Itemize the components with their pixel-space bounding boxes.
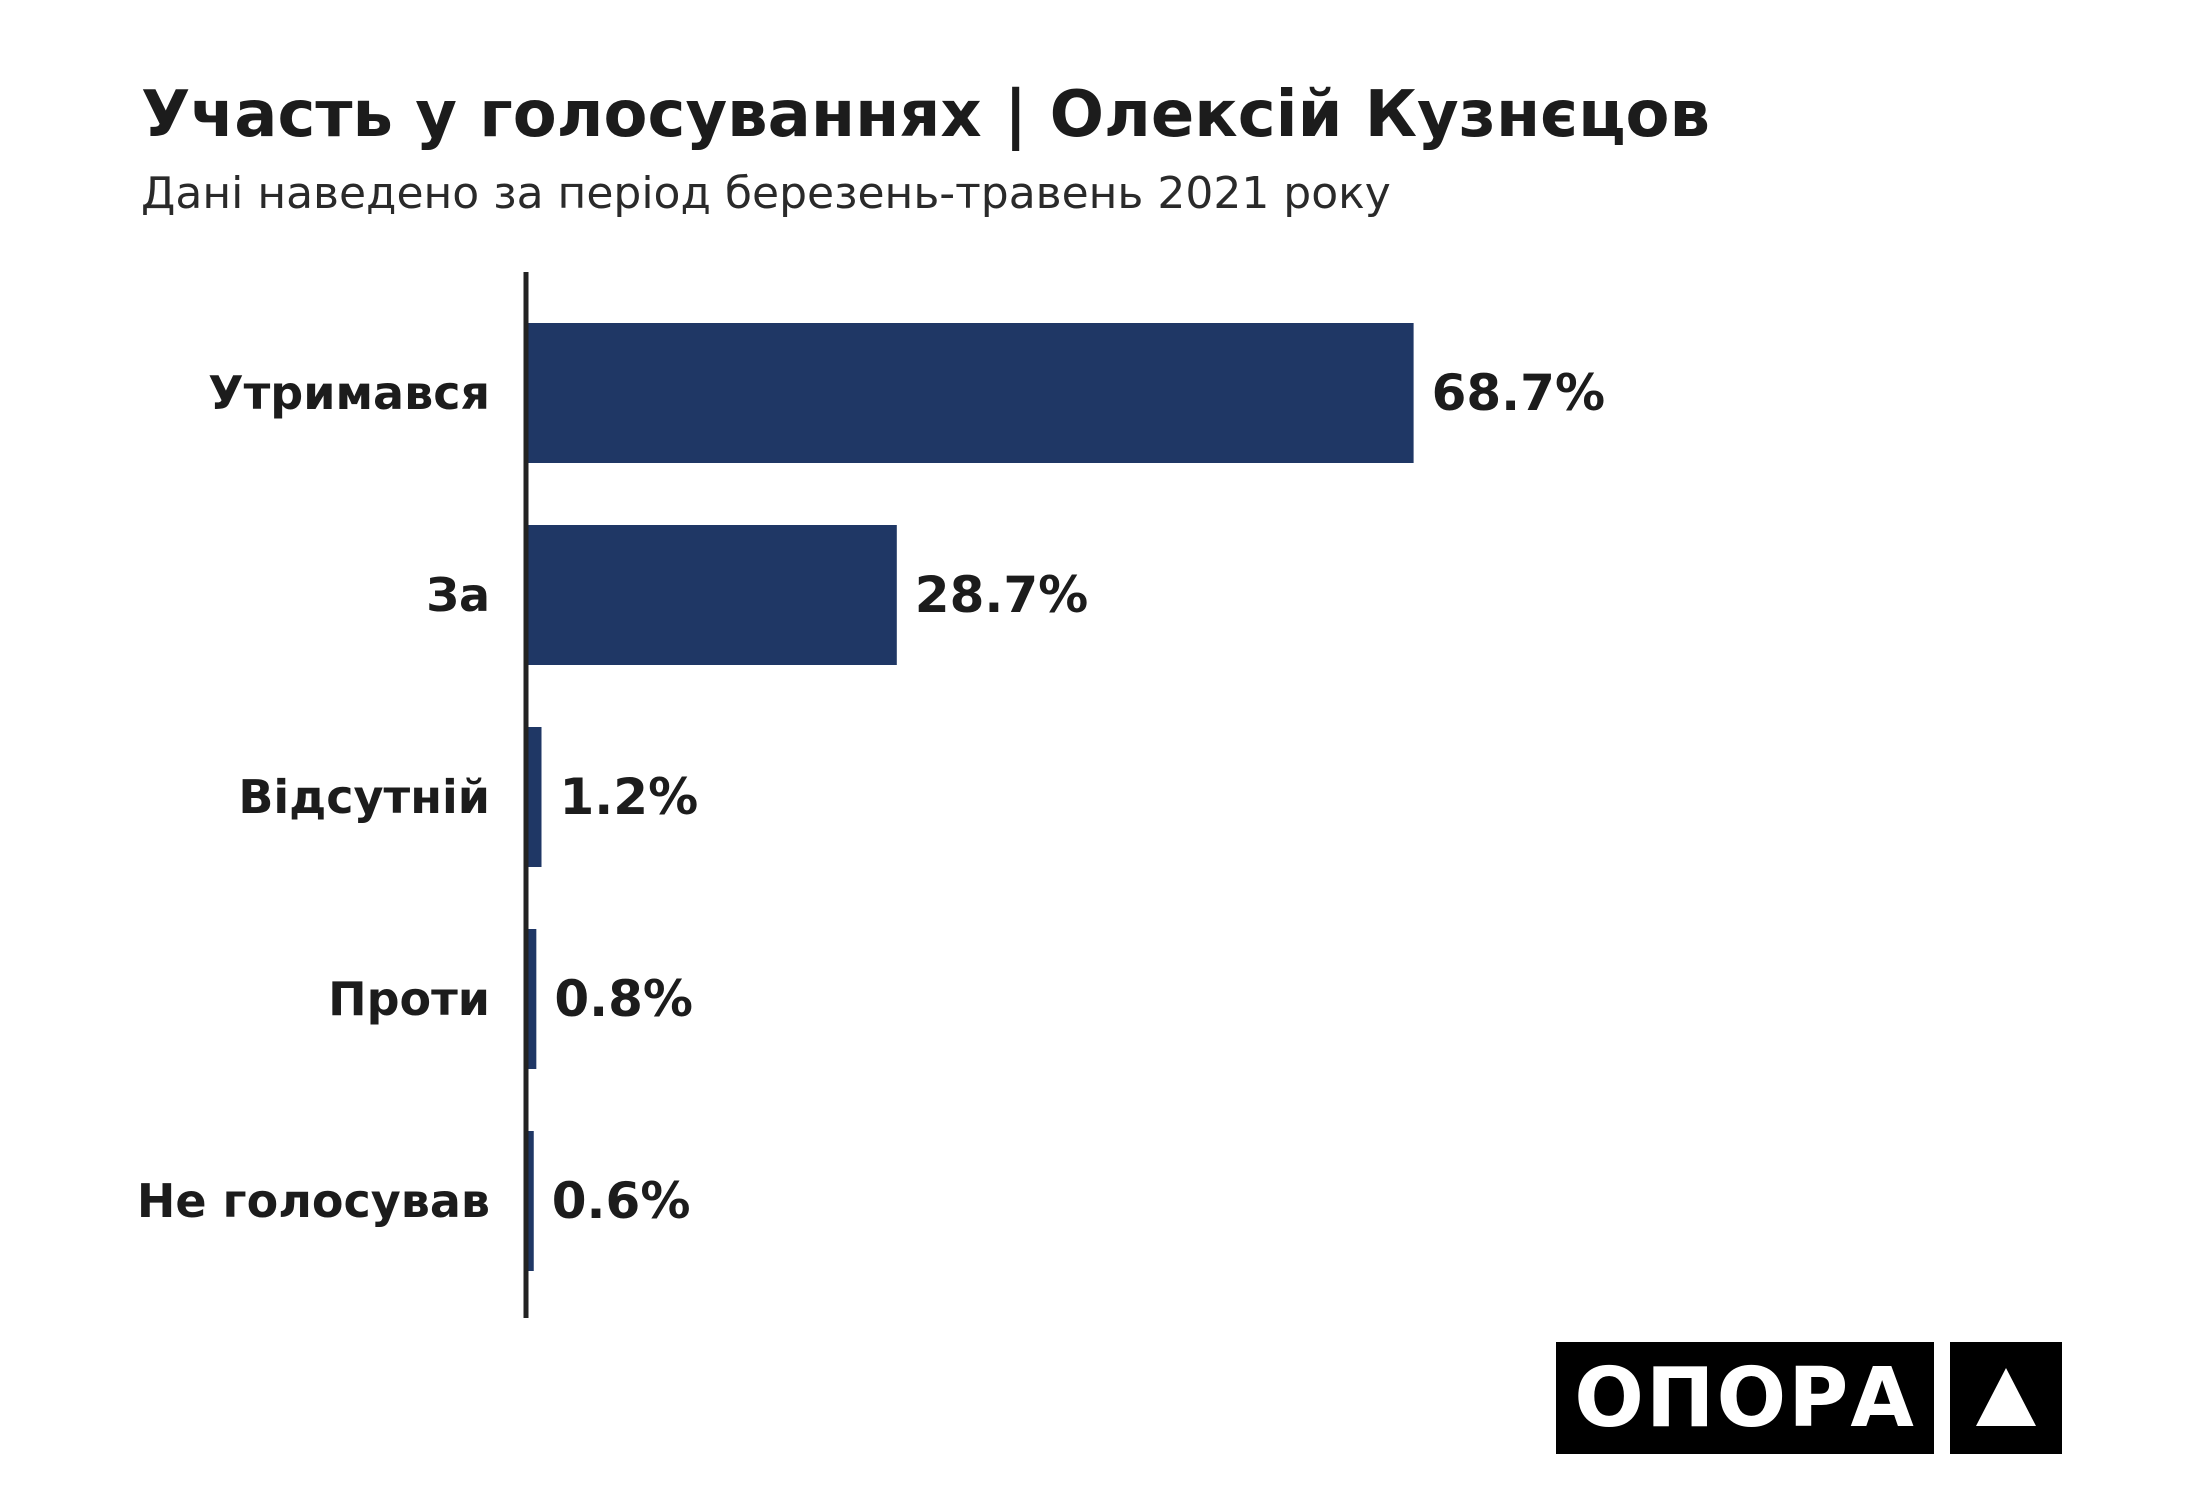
bar-3: [526, 929, 537, 1069]
bar-4: [526, 1131, 534, 1271]
value-label-4: 0.6%: [552, 1172, 691, 1230]
value-label-2: 1.2%: [560, 768, 699, 826]
value-label-1: 28.7%: [915, 566, 1088, 624]
bar-1: [526, 525, 897, 665]
category-label-4: Не голосував: [137, 1174, 490, 1228]
chart-title: Участь у голосуваннях | Олексій Кузнєцов: [141, 78, 1710, 152]
value-label-0: 68.7%: [1432, 364, 1605, 422]
bar-0: [526, 323, 1414, 463]
category-label-0: Утримався: [208, 366, 490, 420]
category-label-1: За: [426, 568, 490, 622]
triangle-icon: [1976, 1368, 2036, 1426]
value-label-3: 0.8%: [554, 970, 693, 1028]
opora-logo: ОПОРА: [1556, 1342, 1934, 1454]
category-label-2: Відсутній: [238, 770, 490, 824]
bar-2: [526, 727, 542, 867]
chart-subtitle: Дані наведено за період березень-травень…: [141, 168, 1391, 219]
opora-logo-text: ОПОРА: [1574, 1350, 1916, 1446]
category-label-3: Проти: [328, 972, 490, 1026]
triangle-logo-icon: [1950, 1342, 2062, 1454]
